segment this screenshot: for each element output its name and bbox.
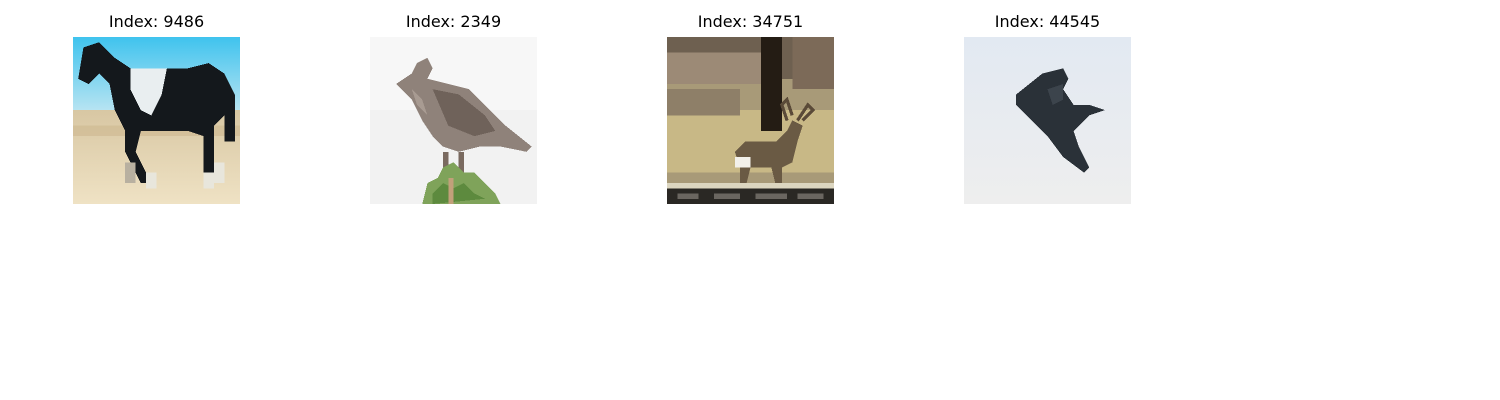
image-title: Index: 34751: [697, 12, 804, 31]
image-deer: [667, 37, 834, 204]
image-title: Index: 2349: [405, 12, 502, 31]
image-title: Index: 44545: [994, 12, 1101, 31]
image-horse: [73, 37, 240, 204]
image-airplane: [964, 37, 1131, 204]
image-bird: [370, 37, 537, 204]
image-title: Index: 9486: [108, 12, 205, 31]
